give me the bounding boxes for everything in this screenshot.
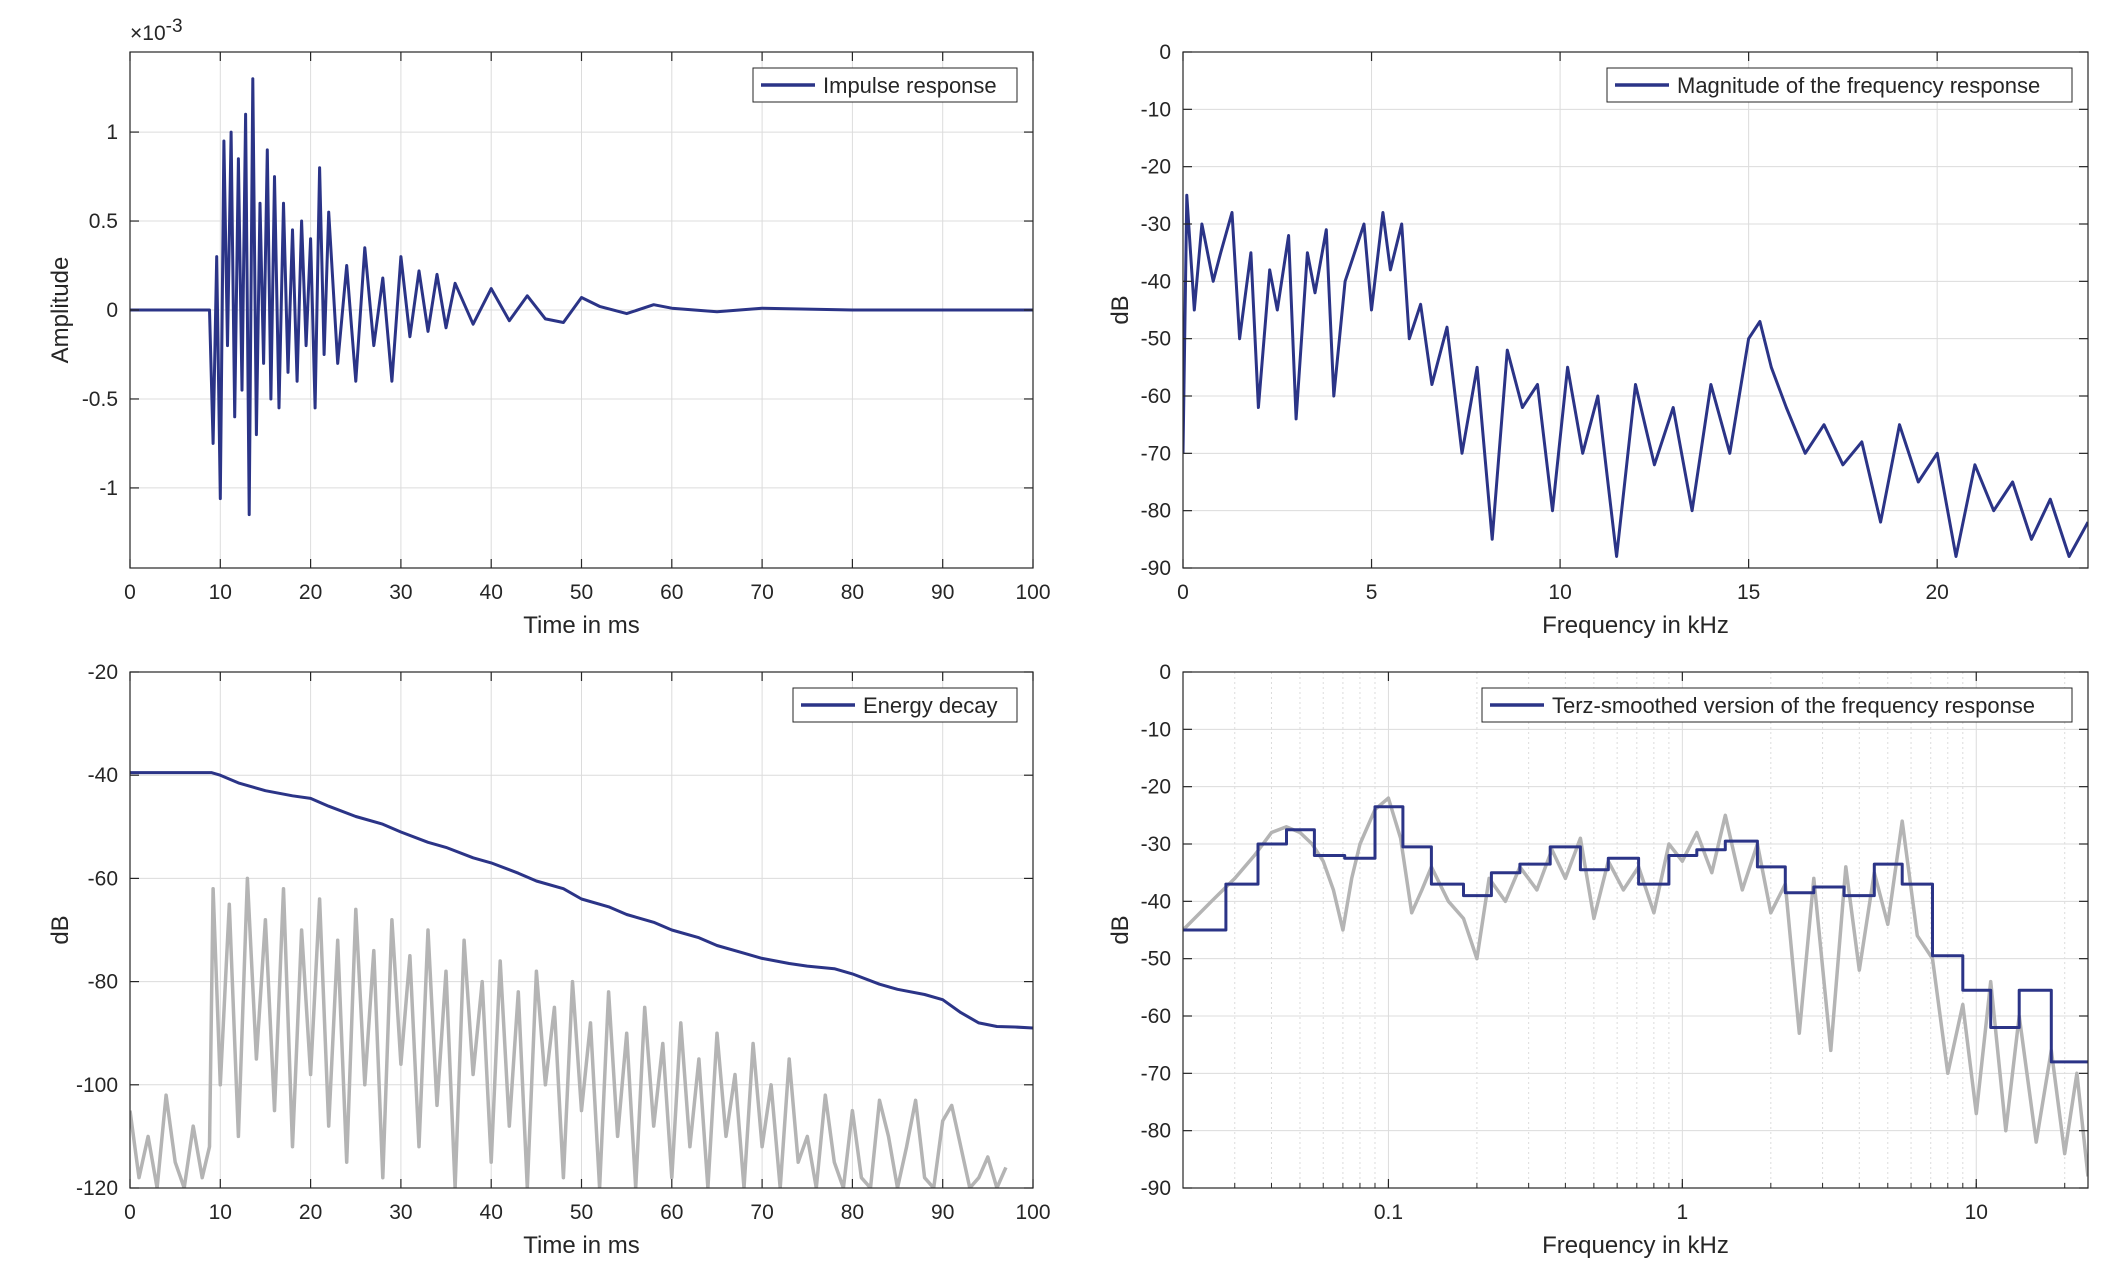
- x-tick-label: 0: [124, 1201, 136, 1224]
- legend-label: Energy decay: [863, 693, 998, 718]
- y-axis-label: Amplitude: [47, 257, 74, 364]
- x-tick-label: 10: [1965, 1201, 1988, 1224]
- x-tick-label: 5: [1366, 581, 1378, 604]
- x-tick-label: 10: [1548, 581, 1571, 604]
- legend: Terz-smoothed version of the frequency r…: [1481, 687, 2073, 723]
- x-tick-label: 40: [480, 581, 503, 604]
- legend-box: [1481, 687, 2073, 723]
- x-axis-label: Time in ms: [523, 612, 639, 639]
- y-tick-label: 0: [106, 299, 118, 322]
- y-tick-label: -30: [1141, 213, 1171, 236]
- x-axis-label: Frequency in kHz: [1542, 612, 1729, 639]
- y-tick-label: -20: [88, 661, 118, 684]
- x-tick-label: 30: [389, 581, 412, 604]
- plot-terz-smoothed: 0.1 1 10 0 -10 -20 -30 -40 -50 -60 -70 -80 -90 Freque…: [1107, 661, 2089, 1259]
- y-tick-label: -80: [1141, 500, 1171, 523]
- x-tick-label: 20: [1925, 581, 1948, 604]
- series-line-secondary: [130, 876, 1008, 1188]
- x-tick-label: 70: [750, 581, 773, 604]
- x-axis-label: Frequency in kHz: [1542, 1232, 1729, 1259]
- y-tick-label: -60: [88, 867, 118, 890]
- legend: Energy decay: [792, 687, 1018, 723]
- y-tick-label: -90: [1141, 1177, 1171, 1200]
- x-tick-label: 80: [841, 1201, 864, 1224]
- y-tick-label: 1: [106, 121, 118, 144]
- plot-frequency-magnitude: 0 5 10 15 20 0 -10 -20 -30 -40 -50 -60 -70 -80 -90 Freq…: [1107, 41, 2089, 639]
- y-tick-label: -80: [88, 971, 118, 994]
- x-tick-label: 70: [750, 1201, 773, 1224]
- y-tick-label: -90: [1141, 557, 1171, 580]
- y-tick-label: -50: [1141, 328, 1171, 351]
- series-line-main: [130, 77, 1033, 517]
- y-tick-label: 0: [1159, 41, 1171, 64]
- y-tick-label: -40: [88, 764, 118, 787]
- x-tick-label: 10: [209, 1201, 232, 1224]
- y-tick-label: 0.5: [89, 210, 118, 233]
- x-tick-label: 0: [1177, 581, 1189, 604]
- series-line-main: [1183, 805, 2088, 1064]
- legend-label: Magnitude of the frequency response: [1677, 73, 2040, 98]
- y-tick-label: -120: [76, 1177, 118, 1200]
- x-tick-label: 15: [1737, 581, 1760, 604]
- x-tick-label: 20: [299, 581, 322, 604]
- x-tick-label: 20: [299, 1201, 322, 1224]
- x-tick-label: 50: [570, 581, 593, 604]
- axes-frame: [1182, 51, 2089, 569]
- x-tick-label: 80: [841, 581, 864, 604]
- x-tick-label: 60: [660, 581, 683, 604]
- y-axis-label: dB: [47, 915, 74, 944]
- y-tick-label: -30: [1141, 833, 1171, 856]
- y-tick-label: -50: [1141, 948, 1171, 971]
- y-tick-label: -0.5: [82, 388, 118, 411]
- x-tick-label: 90: [931, 1201, 954, 1224]
- y-tick-label: -10: [1141, 718, 1171, 741]
- x-tick-label: 100: [1015, 581, 1050, 604]
- x-tick-label: 1: [1676, 1201, 1688, 1224]
- legend: Magnitude of the frequency response: [1606, 67, 2073, 103]
- x-tick-label: 50: [570, 1201, 593, 1224]
- y-tick-label: -70: [1141, 442, 1171, 465]
- y-axis-label: dB: [1107, 295, 1134, 324]
- y-tick-label: -1: [99, 477, 118, 500]
- x-axis-label: Time in ms: [523, 1232, 639, 1259]
- y-tick-label: -20: [1141, 776, 1171, 799]
- series-line-secondary: [1183, 796, 2088, 1177]
- y-tick-label: -20: [1141, 156, 1171, 179]
- y-axis-label: dB: [1107, 915, 1134, 944]
- y-tick-label: 0: [1159, 661, 1171, 684]
- x-tick-label: 10: [209, 581, 232, 604]
- y-tick-label: -80: [1141, 1120, 1171, 1143]
- y-tick-label: -100: [76, 1074, 118, 1097]
- y-tick-label: -10: [1141, 98, 1171, 121]
- plot-energy-decay: 0 10 20 30 40 50 60 70 80 90 100 -20 -40 -60 -80 -100 -1…: [47, 661, 1051, 1259]
- y-tick-label: -40: [1141, 270, 1171, 293]
- axes-frame: [1182, 671, 2089, 1189]
- legend: Impulse response: [752, 67, 1018, 103]
- x-tick-label: 0.1: [1374, 1201, 1403, 1224]
- series-line-main: [130, 771, 1033, 1030]
- y-tick-label: -60: [1141, 385, 1171, 408]
- x-tick-label: 40: [480, 1201, 503, 1224]
- plot-impulse-response: 0 10 20 30 40 50 60 70 80 90 100 -1 -0.5 0 0.5 1 Time in…: [47, 16, 1051, 639]
- exponent-label: ×10-3: [130, 16, 183, 45]
- x-tick-label: 90: [931, 581, 954, 604]
- x-tick-label: 30: [389, 1201, 412, 1224]
- y-tick-label: -70: [1141, 1062, 1171, 1085]
- y-tick-label: -60: [1141, 1005, 1171, 1028]
- legend-box: [1606, 67, 2073, 103]
- x-tick-label: 0: [124, 581, 136, 604]
- legend-label: Terz-smoothed version of the frequency r…: [1552, 693, 2035, 718]
- x-tick-label: 60: [660, 1201, 683, 1224]
- y-tick-label: -40: [1141, 890, 1171, 913]
- series-line-main: [1183, 193, 2088, 558]
- x-tick-label: 100: [1015, 1201, 1050, 1224]
- legend-label: Impulse response: [823, 73, 997, 98]
